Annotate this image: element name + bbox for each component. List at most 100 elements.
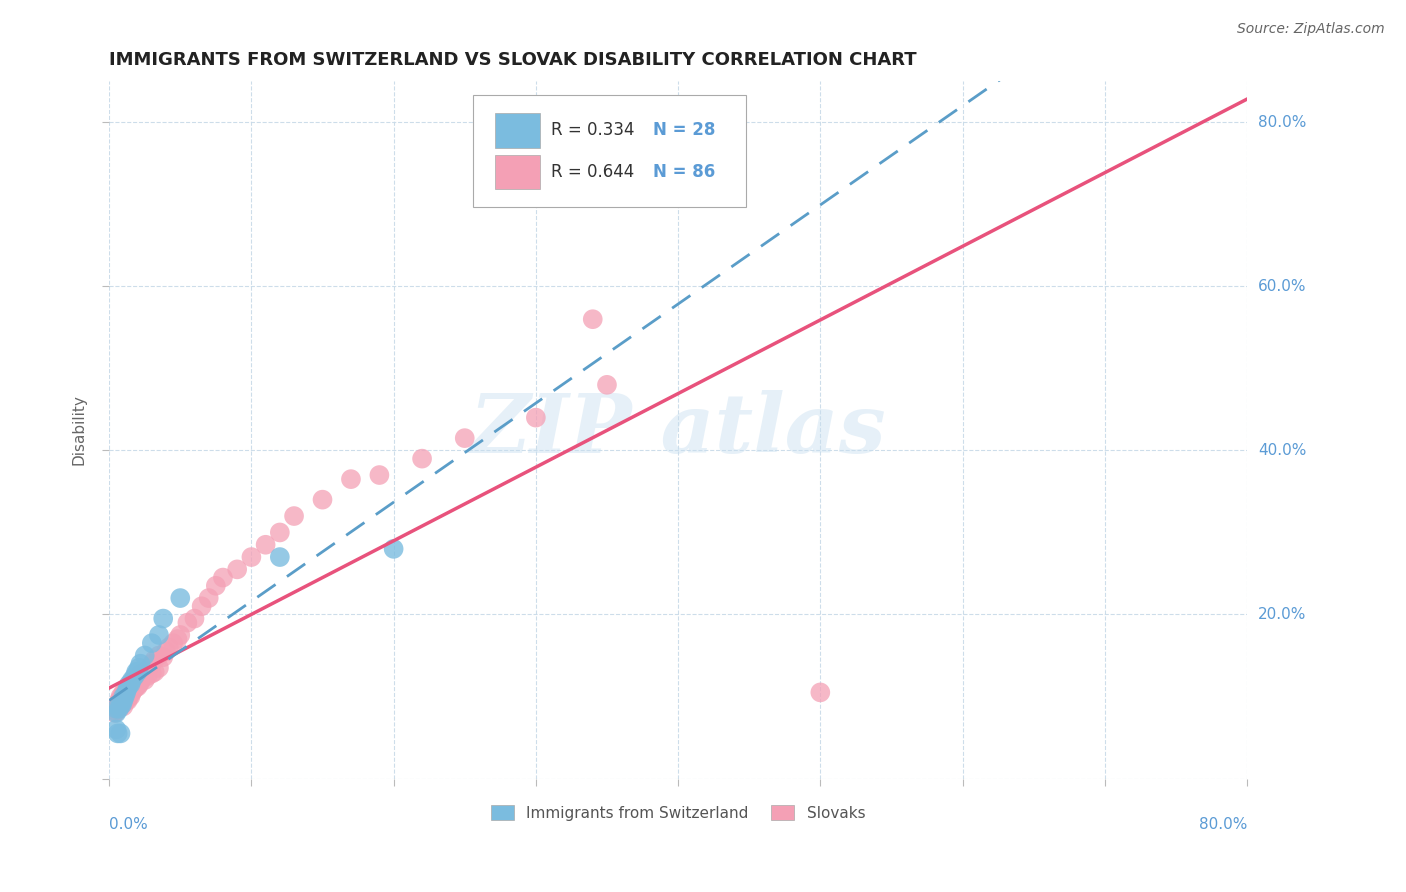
Point — [176, 615, 198, 630]
Point — [115, 690, 138, 704]
Point — [127, 673, 149, 687]
Point — [808, 685, 831, 699]
Point — [114, 693, 136, 707]
Point — [141, 657, 163, 671]
Point — [129, 666, 152, 681]
Point — [127, 680, 149, 694]
Point — [108, 693, 131, 707]
Point — [169, 628, 191, 642]
Point — [105, 723, 128, 737]
Point — [115, 682, 138, 697]
Point — [105, 702, 128, 716]
Point — [121, 673, 143, 687]
Point — [240, 550, 263, 565]
Point — [454, 431, 477, 445]
FancyBboxPatch shape — [474, 95, 747, 207]
Point — [117, 690, 139, 704]
Point — [110, 698, 132, 712]
Point — [190, 599, 212, 614]
Point — [111, 690, 134, 704]
Point — [112, 699, 135, 714]
Point — [111, 693, 134, 707]
Point — [141, 636, 163, 650]
Point — [254, 538, 277, 552]
Text: Source: ZipAtlas.com: Source: ZipAtlas.com — [1237, 22, 1385, 37]
Text: N = 28: N = 28 — [652, 121, 716, 139]
Text: 0.0%: 0.0% — [110, 817, 148, 832]
Text: ZIP atlas: ZIP atlas — [470, 390, 886, 470]
Point — [125, 665, 148, 679]
Point — [155, 644, 177, 658]
Point — [112, 696, 135, 710]
Point — [105, 702, 128, 716]
Point — [112, 693, 135, 707]
Point — [169, 591, 191, 605]
Point — [125, 680, 148, 694]
Point — [524, 410, 547, 425]
Point — [143, 652, 166, 666]
Point — [138, 661, 160, 675]
Point — [118, 685, 141, 699]
Point — [128, 669, 150, 683]
Point — [112, 685, 135, 699]
Point — [197, 591, 219, 605]
Point — [112, 690, 135, 704]
Point — [118, 690, 141, 704]
Point — [124, 674, 146, 689]
Point — [382, 541, 405, 556]
Point — [162, 636, 184, 650]
Point — [107, 702, 129, 716]
Point — [118, 677, 141, 691]
Text: IMMIGRANTS FROM SWITZERLAND VS SLOVAK DISABILITY CORRELATION CHART: IMMIGRANTS FROM SWITZERLAND VS SLOVAK DI… — [110, 51, 917, 69]
Y-axis label: Disability: Disability — [72, 394, 86, 466]
Point — [121, 674, 143, 689]
Text: 80.0%: 80.0% — [1258, 115, 1306, 130]
Point — [121, 681, 143, 696]
Point — [141, 666, 163, 681]
Point — [117, 681, 139, 696]
Text: N = 86: N = 86 — [652, 163, 716, 181]
Point — [131, 672, 153, 686]
Point — [125, 673, 148, 687]
Text: R = 0.644: R = 0.644 — [551, 163, 634, 181]
FancyBboxPatch shape — [495, 154, 540, 189]
Point — [105, 704, 128, 718]
Point — [105, 706, 128, 720]
Point — [107, 726, 129, 740]
Point — [136, 669, 159, 683]
Point — [104, 706, 127, 720]
Point — [107, 698, 129, 712]
Legend: Immigrants from Switzerland, Slovaks: Immigrants from Switzerland, Slovaks — [485, 798, 872, 827]
Text: R = 0.334: R = 0.334 — [551, 121, 634, 139]
Point — [148, 648, 170, 663]
Point — [110, 693, 132, 707]
Point — [120, 682, 142, 697]
Point — [115, 693, 138, 707]
Point — [115, 685, 138, 699]
Point — [134, 665, 156, 679]
Point — [340, 472, 363, 486]
Point — [148, 661, 170, 675]
Point — [111, 698, 134, 712]
Text: 20.0%: 20.0% — [1258, 607, 1306, 622]
Point — [110, 690, 132, 704]
Point — [122, 677, 145, 691]
Point — [122, 682, 145, 697]
Point — [118, 680, 141, 694]
Text: 40.0%: 40.0% — [1258, 443, 1306, 458]
Point — [108, 699, 131, 714]
Point — [114, 690, 136, 704]
Point — [114, 690, 136, 704]
Point — [269, 550, 291, 565]
Point — [117, 693, 139, 707]
Point — [129, 674, 152, 689]
Point — [121, 685, 143, 699]
Point — [596, 377, 619, 392]
Point — [114, 685, 136, 699]
Point — [183, 611, 205, 625]
FancyBboxPatch shape — [495, 112, 540, 147]
Point — [120, 690, 142, 704]
Point — [152, 611, 174, 625]
Point — [124, 669, 146, 683]
Point — [128, 677, 150, 691]
